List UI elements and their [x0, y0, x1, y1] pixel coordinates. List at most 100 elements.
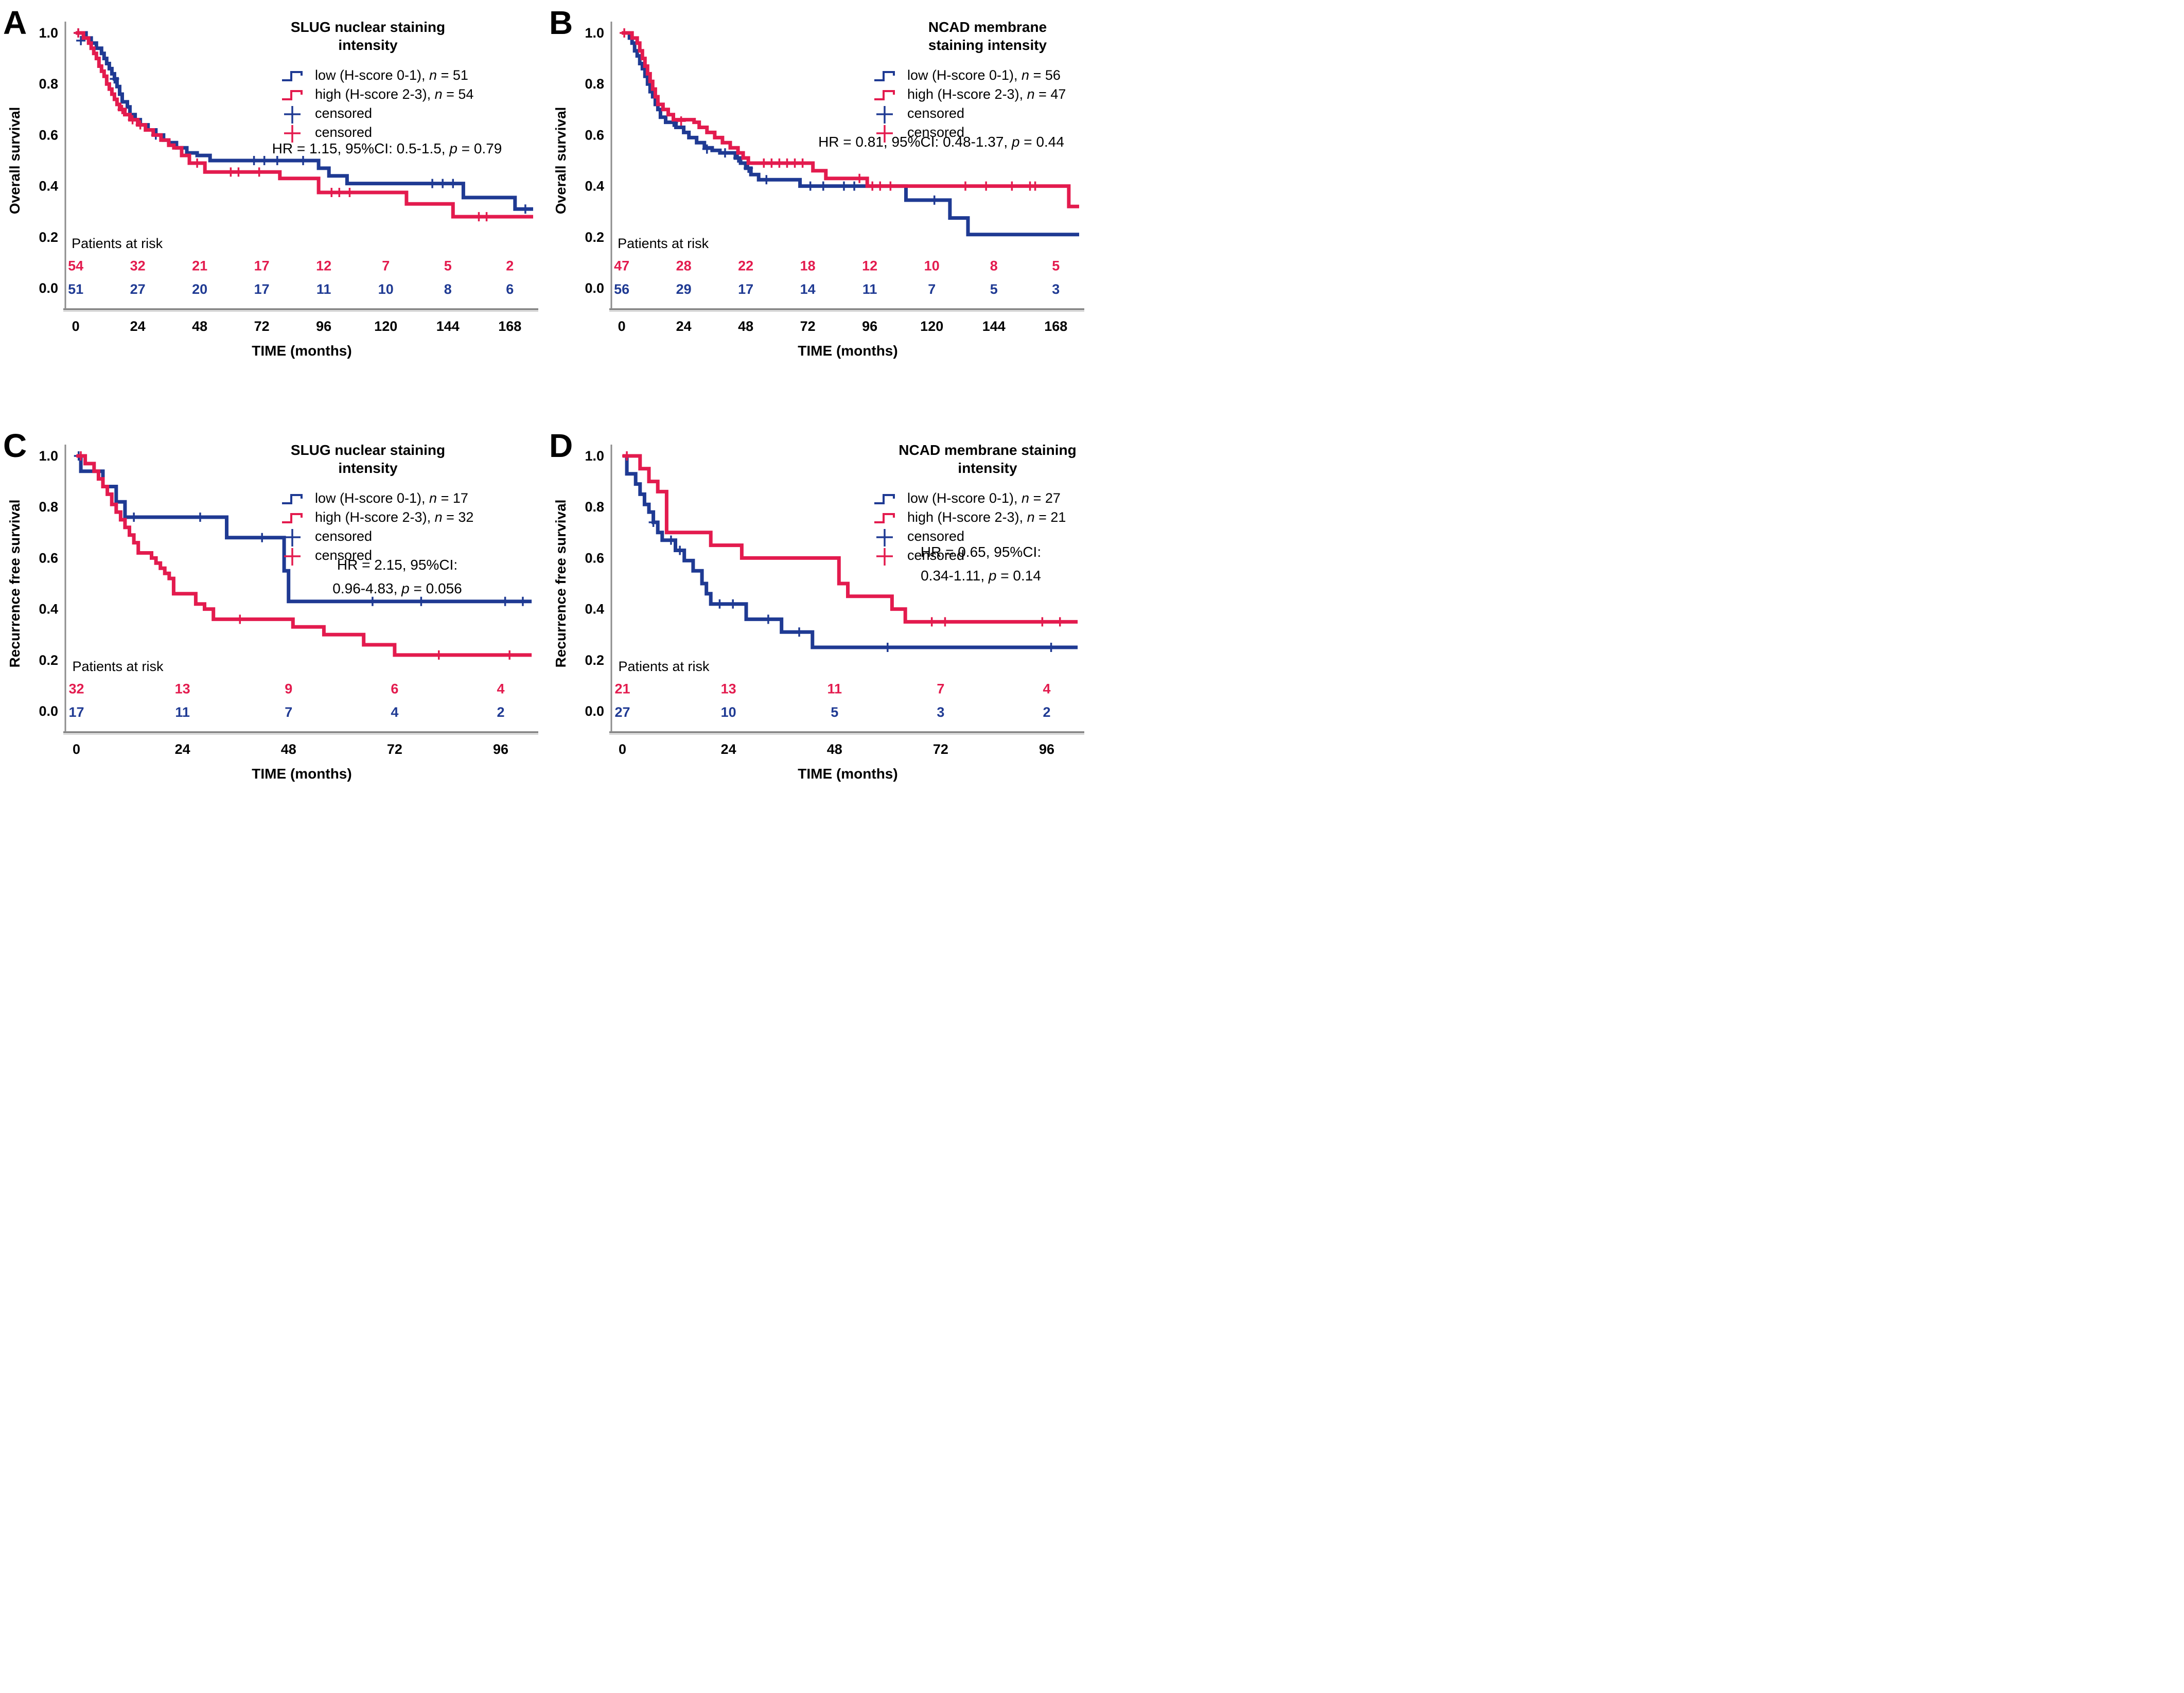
x-tick-label: 0 — [618, 319, 626, 334]
at-risk-count: 7 — [382, 258, 390, 273]
legend: SLUG nuclear staining intensity low (H-sco… — [282, 19, 473, 143]
km-curve-high — [76, 454, 532, 657]
x-tick-label: 144 — [982, 319, 1006, 334]
at-risk-count: 11 — [316, 281, 331, 297]
at-risk-count: 8 — [990, 258, 998, 273]
at-risk-count: 27 — [614, 704, 630, 720]
panel-letter: C — [3, 427, 27, 464]
at-risk-row-low: 17 11 7 4 2 — [68, 704, 504, 720]
at-risk-count: 2 — [497, 704, 504, 720]
km-plot-svg: 1.00.80.60.40.20.00 24 48 72 96 120 144 168TIME… — [3, 4, 538, 359]
panel-letter: D — [549, 427, 573, 464]
at-risk-count: 9 — [285, 681, 292, 696]
y-tick-label: 1.0 — [39, 448, 58, 464]
at-risk-count: 10 — [378, 281, 394, 297]
legend-entry-label: low (H-score 0-1), n = 51 — [315, 67, 468, 83]
x-tick-label: 96 — [316, 319, 331, 334]
y-tick-label: 0.4 — [585, 179, 604, 194]
at-risk-count: 20 — [192, 281, 207, 297]
legend: NCAD membrane staining intensity low (H-sc… — [874, 19, 1066, 143]
x-tick-label: 96 — [493, 742, 508, 757]
legend-step-glyph-low — [282, 71, 303, 81]
at-risk-row-low: 27 10 5 3 2 — [614, 704, 1050, 720]
at-risk-row-high: 21 13 11 7 4 — [614, 681, 1050, 696]
legend-title: NCAD membrane staining — [899, 442, 1076, 458]
x-axis-title: TIME (months) — [798, 766, 897, 782]
x-axis-title: TIME (months) — [252, 343, 351, 359]
at-risk-count: 18 — [800, 258, 816, 273]
hr-annotation: 0.34-1.11, p = 0.14 — [921, 568, 1041, 584]
at-risk-count: 4 — [497, 681, 504, 696]
legend-title: intensity — [958, 460, 1017, 476]
at-risk-count: 10 — [924, 258, 940, 273]
at-risk-count: 3 — [1052, 281, 1060, 297]
x-tick-label: 120 — [374, 319, 397, 334]
at-risk-count: 7 — [937, 681, 944, 696]
at-risk-count: 4 — [391, 704, 398, 720]
at-risk-count: 12 — [862, 258, 877, 273]
x-tick-label: 48 — [281, 742, 296, 757]
km-figure: 1.0 0.8 0.6 0.4 0.2 0.0 0 24 48 72 96 120 144 168 TIME… — [0, 0, 1092, 846]
panel-letter: B — [549, 4, 573, 41]
legend-title: SLUG nuclear staining — [291, 442, 445, 458]
y-tick-label: 0.6 — [585, 127, 604, 143]
legend-step-glyph-high — [282, 90, 303, 100]
y-tick-label: 0.2 — [585, 230, 604, 245]
legend-step-glyph-high — [874, 513, 895, 523]
legend-entry-label: high (H-score 2-3), n = 54 — [315, 86, 473, 102]
km-curve-low — [622, 454, 1078, 649]
at-risk-count: 6 — [506, 281, 514, 297]
x-tick-label: 120 — [920, 319, 943, 334]
km-curve-low — [622, 31, 1079, 237]
at-risk-count: 29 — [676, 281, 692, 297]
at-risk-count: 17 — [68, 704, 84, 720]
at-risk-count: 5 — [1052, 258, 1060, 273]
x-tick-label: 96 — [1039, 742, 1054, 757]
legend-title: staining intensity — [928, 37, 1047, 53]
x-tick-label: 48 — [827, 742, 842, 757]
km-curve-high — [622, 454, 1078, 624]
at-risk-count: 32 — [130, 258, 146, 273]
at-risk-count: 4 — [1043, 681, 1050, 696]
y-tick-label: 0.6 — [39, 550, 58, 566]
legend-censored-label: censored — [315, 125, 372, 140]
legend-title: SLUG nuclear staining — [291, 19, 445, 35]
legend: SLUG nuclear staining intensity low (H-sco… — [282, 442, 473, 566]
x-tick-label: 24 — [175, 742, 190, 757]
legend-censored-label: censored — [907, 548, 964, 563]
y-axis-title: Recurrence free survival — [7, 500, 23, 668]
at-risk-count: 14 — [800, 281, 816, 297]
at-risk-count: 17 — [738, 281, 753, 297]
at-risk-count: 8 — [444, 281, 452, 297]
km-plot-svg: 1.00.80.60.40.20.00 24 48 72 96 120 144 168TIME… — [549, 4, 1084, 359]
at-risk-count: 5 — [990, 281, 998, 297]
at-risk-count: 22 — [738, 258, 753, 273]
legend-censored-label: censored — [907, 125, 964, 140]
at-risk-count: 5 — [444, 258, 452, 273]
x-axis-title: TIME (months) — [798, 343, 897, 359]
legend-title: intensity — [338, 460, 398, 476]
at-risk-count: 17 — [254, 258, 270, 273]
at-risk-count: 5 — [831, 704, 838, 720]
legend-censored-label: censored — [315, 548, 372, 563]
y-tick-label: 0.2 — [39, 652, 58, 668]
at-risk-heading: Patients at risk — [72, 659, 164, 674]
at-risk-count: 28 — [676, 258, 692, 273]
y-tick-label: 1.0 — [585, 448, 604, 464]
at-risk-row-low: 56 29 17 14 11 7 5 3 — [614, 281, 1060, 297]
y-axis-title: Overall survival — [7, 107, 23, 215]
x-tick-label: 72 — [800, 319, 816, 334]
at-risk-count: 11 — [827, 681, 842, 696]
y-tick-label: 0.0 — [585, 703, 604, 719]
y-tick-label: 0.0 — [39, 280, 58, 296]
hr-annotation: HR = 0.81, 95%CI: 0.48-1.37, p = 0.44 — [818, 134, 1064, 150]
legend-entry-label: low (H-score 0-1), n = 27 — [907, 490, 1061, 506]
y-tick-label: 0.8 — [39, 499, 58, 515]
at-risk-count: 56 — [614, 281, 629, 297]
panel-d-recurrence-free-survival-ncad: 1.0 0.8 0.6 0.4 0.2 0.0 0 24 48 72 96 TIME (months)… — [546, 423, 1092, 846]
legend-entry-label: high (H-score 2-3), n = 32 — [315, 509, 473, 525]
at-risk-count: 2 — [1043, 704, 1050, 720]
legend-entry-label: low (H-score 0-1), n = 17 — [315, 490, 468, 506]
at-risk-count: 13 — [721, 681, 736, 696]
